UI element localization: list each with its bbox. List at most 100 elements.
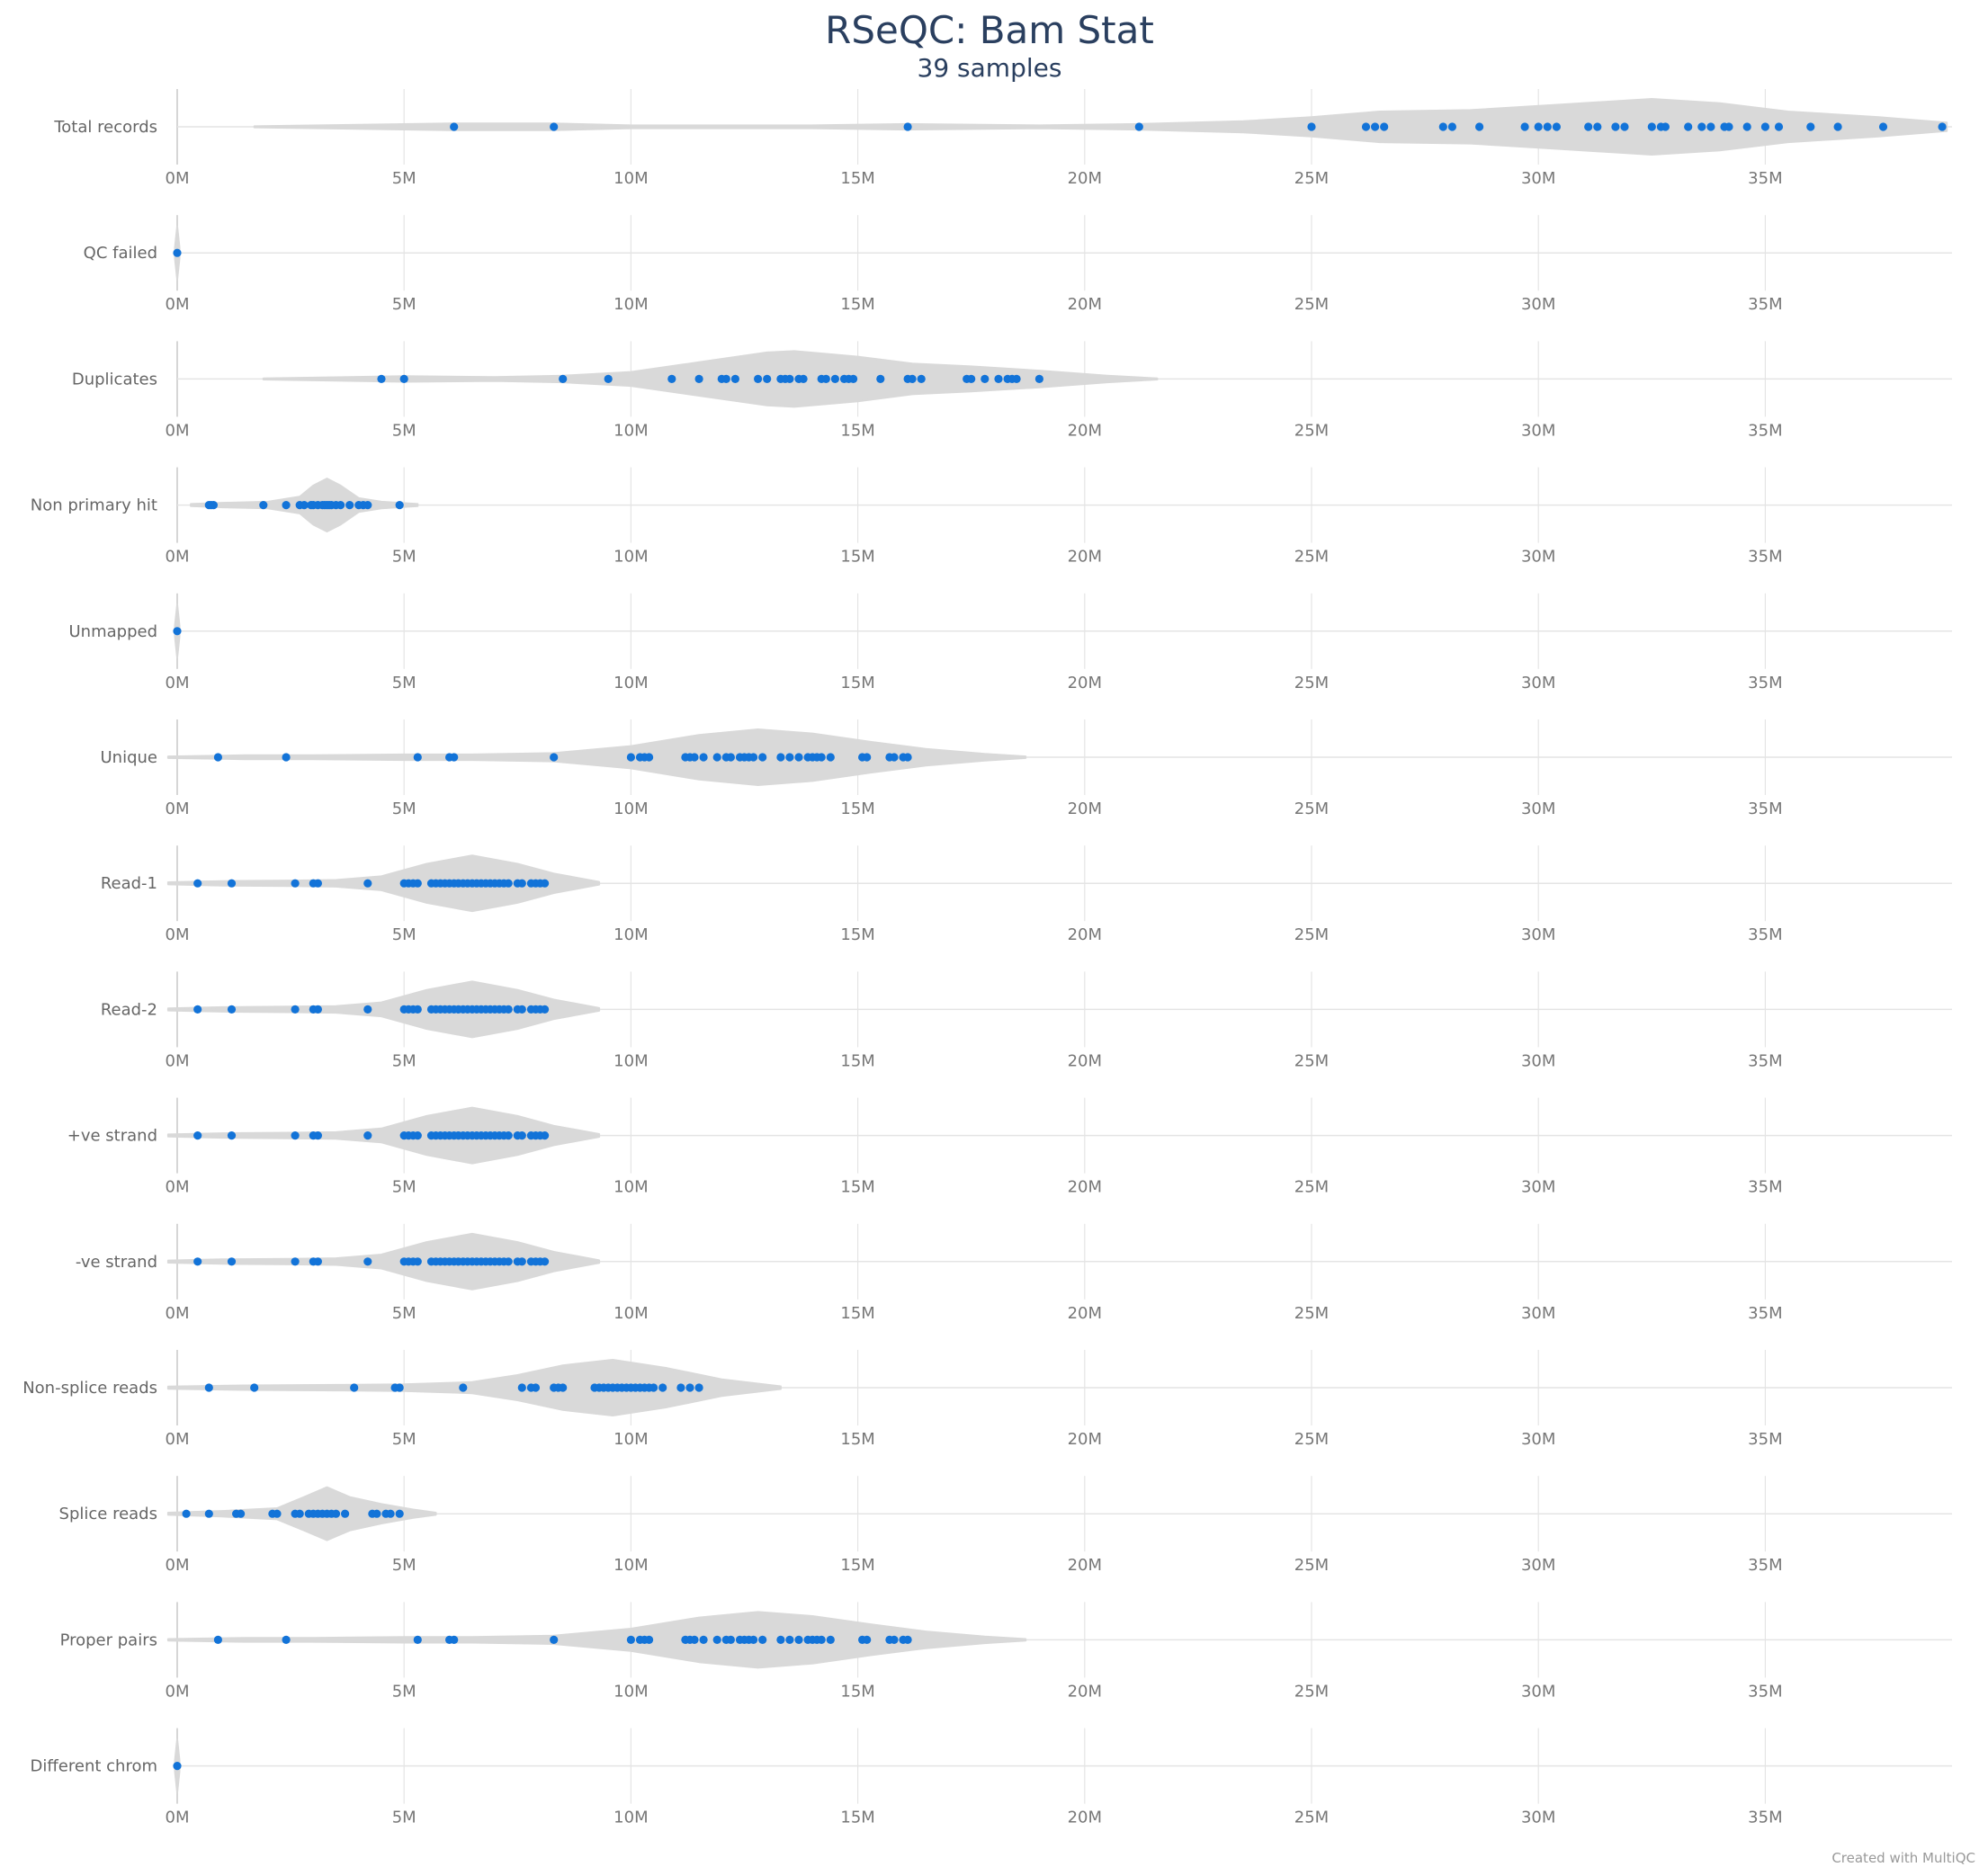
violin-row: 0M 5M 10M 15M 20M 25M 30M 35M Proper pairs xyxy=(60,1602,1952,1701)
violin-row: 0M 5M 10M 15M 20M 25M 30M 35M Unmapped xyxy=(69,593,1952,692)
row-label: Unmapped xyxy=(69,622,158,641)
sample-point xyxy=(291,1131,300,1140)
x-tick-label: 5M xyxy=(392,674,416,692)
sample-point xyxy=(776,1635,785,1644)
x-tick-label: 20M xyxy=(1068,925,1102,944)
row-label: Proper pairs xyxy=(60,1630,157,1649)
x-tick-label: 35M xyxy=(1748,421,1782,440)
sample-point xyxy=(1697,122,1706,131)
row-label: Non primary hit xyxy=(31,496,157,515)
violin-shape xyxy=(166,1232,601,1291)
sample-point xyxy=(372,1509,381,1518)
sample-point xyxy=(227,1005,237,1014)
row-label: +ve strand xyxy=(67,1127,157,1146)
x-tick-label: 10M xyxy=(613,1682,648,1701)
row-label: Non-splice reads xyxy=(22,1379,157,1398)
x-tick-label: 35M xyxy=(1748,1556,1782,1575)
sample-point xyxy=(690,1635,699,1644)
sample-point xyxy=(785,1635,794,1644)
row-label: Read-1 xyxy=(101,874,157,893)
x-tick-label: 20M xyxy=(1068,1556,1102,1575)
chart-title: RSeQC: Bam Stat xyxy=(825,8,1154,52)
violin-row: 0M 5M 10M 15M 20M 25M 30M 35M Total records xyxy=(53,89,1952,188)
x-tick-label: 0M xyxy=(166,1809,190,1827)
sample-point xyxy=(830,374,840,383)
sample-point xyxy=(291,1005,300,1014)
sample-point xyxy=(377,374,386,383)
x-tick-label: 0M xyxy=(166,674,190,692)
sample-point xyxy=(237,1509,246,1518)
sample-point xyxy=(626,1635,636,1644)
sample-point xyxy=(1012,374,1021,383)
sample-point xyxy=(363,1005,372,1014)
sample-point xyxy=(821,374,830,383)
sample-point xyxy=(712,753,721,762)
sample-point xyxy=(876,374,885,383)
sample-point xyxy=(1475,122,1484,131)
created-with-footer: Created with MultiQC xyxy=(1831,1850,1975,1866)
row-label: Different chrom xyxy=(31,1757,157,1776)
x-tick-label: 15M xyxy=(840,1556,874,1575)
sample-point xyxy=(173,1762,182,1771)
sample-point xyxy=(863,753,872,762)
sample-point xyxy=(754,374,763,383)
sample-point xyxy=(917,374,926,383)
sample-point xyxy=(291,1257,300,1266)
sample-point xyxy=(1361,122,1371,131)
x-tick-label: 10M xyxy=(613,1430,648,1449)
x-tick-label: 0M xyxy=(166,800,190,818)
sample-point xyxy=(1833,122,1842,131)
violin-row: 0M 5M 10M 15M 20M 25M 30M 35M Read-2 xyxy=(101,971,1952,1070)
x-tick-label: 15M xyxy=(840,1178,874,1197)
sample-point xyxy=(341,1509,350,1518)
sample-point xyxy=(517,1257,526,1266)
x-tick-label: 35M xyxy=(1748,1809,1782,1827)
x-tick-label: 15M xyxy=(840,1430,874,1449)
sample-point xyxy=(649,1383,658,1392)
x-tick-label: 35M xyxy=(1748,925,1782,944)
violin-shape xyxy=(166,854,601,913)
violin-row: 0M 5M 10M 15M 20M 25M 30M 35M QC failed xyxy=(84,215,1952,314)
sample-point xyxy=(1543,122,1552,131)
x-tick-label: 5M xyxy=(392,169,416,188)
sample-point xyxy=(658,1383,667,1392)
sample-point xyxy=(250,1383,259,1392)
sample-point xyxy=(1647,122,1656,131)
sample-point xyxy=(504,1005,513,1014)
sample-point xyxy=(763,374,772,383)
x-tick-label: 30M xyxy=(1521,674,1555,692)
x-tick-label: 10M xyxy=(613,1178,648,1197)
sample-point xyxy=(694,374,703,383)
sample-point xyxy=(395,501,404,510)
sample-point xyxy=(758,753,767,762)
sample-point xyxy=(863,1635,872,1644)
x-tick-label: 10M xyxy=(613,674,648,692)
sample-point xyxy=(908,374,917,383)
sample-point xyxy=(1760,122,1769,131)
sample-point xyxy=(559,1383,568,1392)
sample-point xyxy=(541,1005,550,1014)
sample-point xyxy=(541,1131,550,1140)
sample-point xyxy=(1724,122,1733,131)
sample-point xyxy=(1380,122,1389,131)
sample-point xyxy=(1806,122,1815,131)
x-tick-label: 25M xyxy=(1294,548,1329,567)
sample-point xyxy=(413,1005,422,1014)
x-tick-label: 30M xyxy=(1521,421,1555,440)
sample-point xyxy=(712,1635,721,1644)
sample-point xyxy=(726,753,736,762)
sample-point xyxy=(1534,122,1543,131)
sample-point xyxy=(227,879,237,888)
x-tick-label: 35M xyxy=(1748,295,1782,314)
sample-point xyxy=(794,1635,803,1644)
x-tick-label: 5M xyxy=(392,1556,416,1575)
x-tick-label: 15M xyxy=(840,295,874,314)
x-tick-label: 15M xyxy=(840,1051,874,1070)
sample-point xyxy=(193,1005,202,1014)
sample-point xyxy=(282,501,291,510)
sample-point xyxy=(699,1635,708,1644)
sample-point xyxy=(1134,122,1143,131)
x-tick-label: 30M xyxy=(1521,1682,1555,1701)
x-tick-label: 35M xyxy=(1748,1682,1782,1701)
x-tick-label: 15M xyxy=(840,925,874,944)
